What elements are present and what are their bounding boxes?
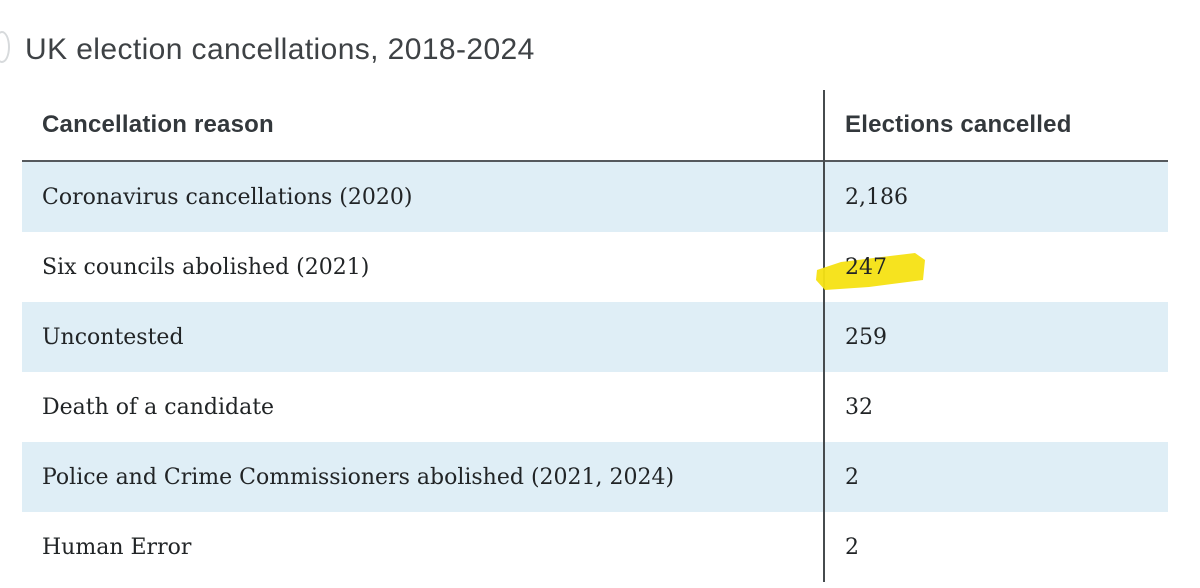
table-row: Police and Crime Commissioners abolished… bbox=[22, 442, 1168, 512]
screenshot-crop-artifact bbox=[0, 31, 10, 63]
reason-cell: Six councils abolished (2021) bbox=[42, 254, 370, 280]
count-cell: 259 bbox=[823, 302, 1168, 372]
count-value: 2 bbox=[845, 464, 859, 490]
count-cell: 247 bbox=[816, 232, 1168, 302]
column-header-elections-cancelled: Elections cancelled bbox=[845, 111, 1072, 138]
column-divider-line bbox=[823, 90, 825, 582]
count-cell: 2 bbox=[823, 442, 1168, 512]
count-value: 259 bbox=[845, 324, 887, 350]
count-cell: 2,186 bbox=[823, 162, 1168, 232]
reason-cell: Police and Crime Commissioners abolished… bbox=[42, 464, 675, 490]
page-title: UK election cancellations, 2018-2024 bbox=[25, 33, 535, 66]
elections-cancelled-table: Cancellation reason Elections cancelled … bbox=[22, 90, 1168, 582]
count-cell: 32 bbox=[823, 372, 1168, 442]
table-row: Uncontested 259 bbox=[22, 302, 1168, 372]
table-row: Six councils abolished (2021) 247 bbox=[22, 232, 1168, 302]
count-value: 32 bbox=[845, 394, 873, 420]
table-row: Human Error 2 bbox=[22, 512, 1168, 582]
reason-cell: Human Error bbox=[42, 534, 192, 560]
count-value: 247 bbox=[845, 254, 887, 280]
table-row: Coronavirus cancellations (2020) 2,186 bbox=[22, 162, 1168, 232]
reason-cell: Death of a candidate bbox=[42, 394, 275, 420]
reason-cell: Uncontested bbox=[42, 324, 184, 350]
column-header-cancellation-reason: Cancellation reason bbox=[42, 111, 274, 138]
reason-cell: Coronavirus cancellations (2020) bbox=[42, 184, 413, 210]
table-row: Death of a candidate 32 bbox=[22, 372, 1168, 442]
count-value: 2,186 bbox=[845, 184, 908, 210]
table-header-row: Cancellation reason Elections cancelled bbox=[22, 90, 1168, 162]
count-value: 2 bbox=[845, 534, 859, 560]
count-cell: 2 bbox=[823, 512, 1168, 582]
